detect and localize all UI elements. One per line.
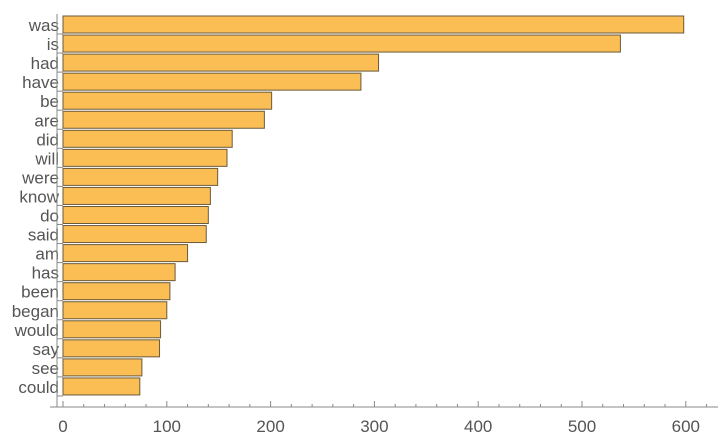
category-label: is (47, 35, 59, 54)
category-label: am (35, 245, 59, 264)
bar-were (62, 167, 219, 186)
category-label: did (36, 130, 59, 149)
bar-say (62, 339, 161, 358)
category-label: do (40, 207, 59, 226)
bar-will (62, 148, 228, 167)
category-label: were (21, 168, 59, 187)
bar-been (62, 282, 171, 301)
bar-began (62, 301, 168, 320)
category-label: began (12, 302, 59, 321)
bar-could (62, 377, 141, 396)
bar-said (62, 225, 207, 244)
bar-did (62, 129, 233, 148)
x-tick-label: 100 (153, 417, 181, 436)
bar-was (62, 15, 685, 34)
x-tick-label: 500 (568, 417, 596, 436)
category-label: see (32, 359, 59, 378)
category-label: say (33, 340, 60, 359)
category-label: have (22, 73, 59, 92)
category-label: know (19, 187, 59, 206)
bar-see (62, 358, 143, 377)
bar-is (62, 34, 621, 53)
category-label: would (14, 321, 59, 340)
bar-do (62, 206, 209, 224)
x-tick-label: 400 (464, 417, 492, 436)
x-tick-label: 200 (256, 417, 284, 436)
bar-had (62, 53, 380, 72)
category-label: had (31, 54, 59, 73)
bar-am (62, 244, 189, 263)
bar-be (62, 91, 273, 110)
category-label: has (32, 264, 59, 283)
category-label: be (40, 92, 59, 111)
bar-have (62, 72, 362, 91)
bar-would (62, 320, 162, 339)
category-label: will (34, 149, 59, 168)
x-tick-label: 300 (360, 417, 388, 436)
category-label: said (28, 226, 59, 245)
bar-know (62, 186, 211, 205)
category-label: could (18, 378, 59, 397)
category-label: been (21, 283, 59, 302)
bar-are (62, 110, 265, 129)
category-label: was (28, 16, 59, 35)
x-tick-label: 600 (672, 417, 700, 436)
bar-has (62, 263, 176, 282)
category-label: are (34, 111, 59, 130)
x-tick-label: 0 (58, 417, 67, 436)
